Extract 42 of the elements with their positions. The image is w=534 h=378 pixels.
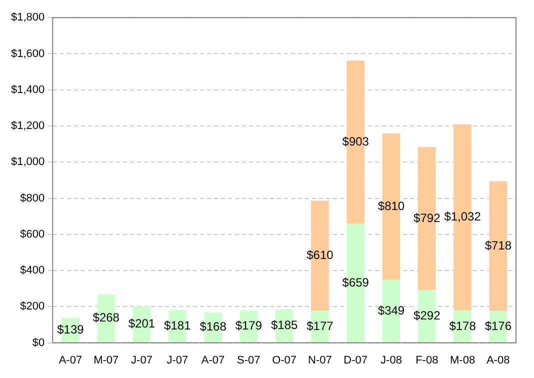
data-label: $177	[306, 318, 334, 333]
data-label: $185	[270, 318, 298, 332]
data-label: $903	[342, 134, 370, 148]
x-tick-label: A-07	[201, 354, 225, 366]
x-tick-label: J-08	[380, 354, 402, 366]
y-tick-label: $200	[20, 300, 45, 313]
y-tick-label: $600	[20, 228, 45, 240]
data-label: $792	[414, 210, 441, 225]
x-tick-label: J-07	[166, 354, 188, 366]
y-tick-label: $1,600	[10, 48, 45, 60]
data-label: $810	[378, 198, 405, 213]
data-label: $201	[128, 316, 156, 331]
data-label: $292	[414, 308, 441, 322]
data-label: $1,032	[444, 210, 482, 224]
x-tick-label: M-08	[450, 354, 476, 366]
y-tick-label: $1,000	[10, 156, 45, 168]
y-tick-label: $1,400	[10, 84, 45, 96]
x-tick-label: N-07	[308, 354, 332, 366]
x-tick-label: M-07	[94, 354, 119, 366]
x-tick-label: S-07	[237, 354, 260, 366]
y-tick-label: $0	[32, 336, 45, 349]
data-label: $268	[92, 310, 120, 325]
data-label: $349	[378, 303, 405, 318]
x-tick-label: A-07	[58, 354, 82, 366]
y-tick-label: $400	[20, 264, 45, 277]
data-label: $718	[484, 238, 512, 252]
y-tick-label: $1,800	[10, 12, 45, 24]
x-tick-label: F-08	[416, 354, 438, 366]
data-label: $176	[484, 318, 512, 333]
data-label: $659	[342, 275, 370, 290]
y-tick-label: $800	[20, 192, 45, 204]
data-label: $178	[449, 318, 476, 333]
x-tick-label: D-07	[344, 354, 368, 366]
data-label: $610	[306, 248, 334, 262]
y-tick-label: $1,200	[10, 120, 45, 132]
data-label: $181	[164, 318, 192, 333]
x-tick-label: J-07	[131, 354, 152, 366]
x-tick-label: A-08	[486, 354, 510, 366]
data-label: $179	[235, 318, 262, 333]
x-tick-label: O-07	[272, 354, 297, 366]
data-label: $139	[57, 322, 84, 336]
data-label: $168	[200, 320, 227, 334]
